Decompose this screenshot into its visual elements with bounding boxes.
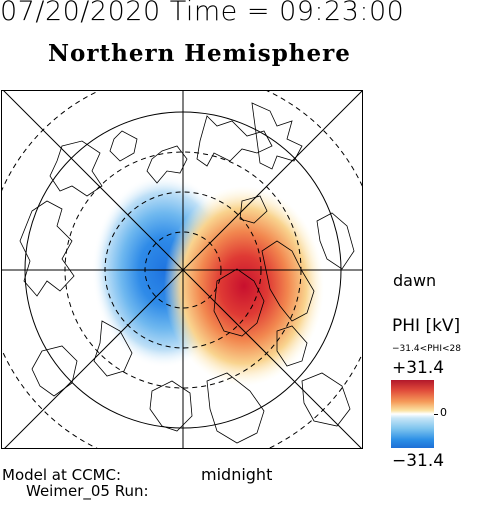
date-time-title: 07/20/2020 Time = 09:23:00 [0, 0, 405, 27]
colorbar [391, 380, 434, 448]
dawn-label: dawn [393, 271, 437, 290]
meridian-lines [2, 91, 362, 448]
model-info-line1: Model at CCMC: [2, 466, 122, 484]
colorbar-range-text: −31.4<PHI<28 [392, 344, 461, 354]
positive-potential-cell [164, 186, 324, 386]
colorbar-min-label: −31.4 [392, 451, 445, 471]
model-info-line2: Weimer_05 Run: [26, 482, 149, 500]
colorbar-zero-tick [434, 414, 438, 415]
colorbar-max-label: +31.4 [392, 358, 445, 378]
model-info: Model at CCMC: Weimer_05 Run: [2, 467, 149, 499]
colorbar-title: PHI [kV] [392, 316, 461, 336]
polar-map-panel [1, 90, 363, 449]
coastlines [19, 102, 355, 444]
midnight-label: midnight [201, 465, 273, 484]
hemisphere-title: Northern Hemisphere [48, 40, 351, 67]
polar-map [2, 91, 362, 448]
colorbar-zero-label: 0 [440, 406, 447, 419]
